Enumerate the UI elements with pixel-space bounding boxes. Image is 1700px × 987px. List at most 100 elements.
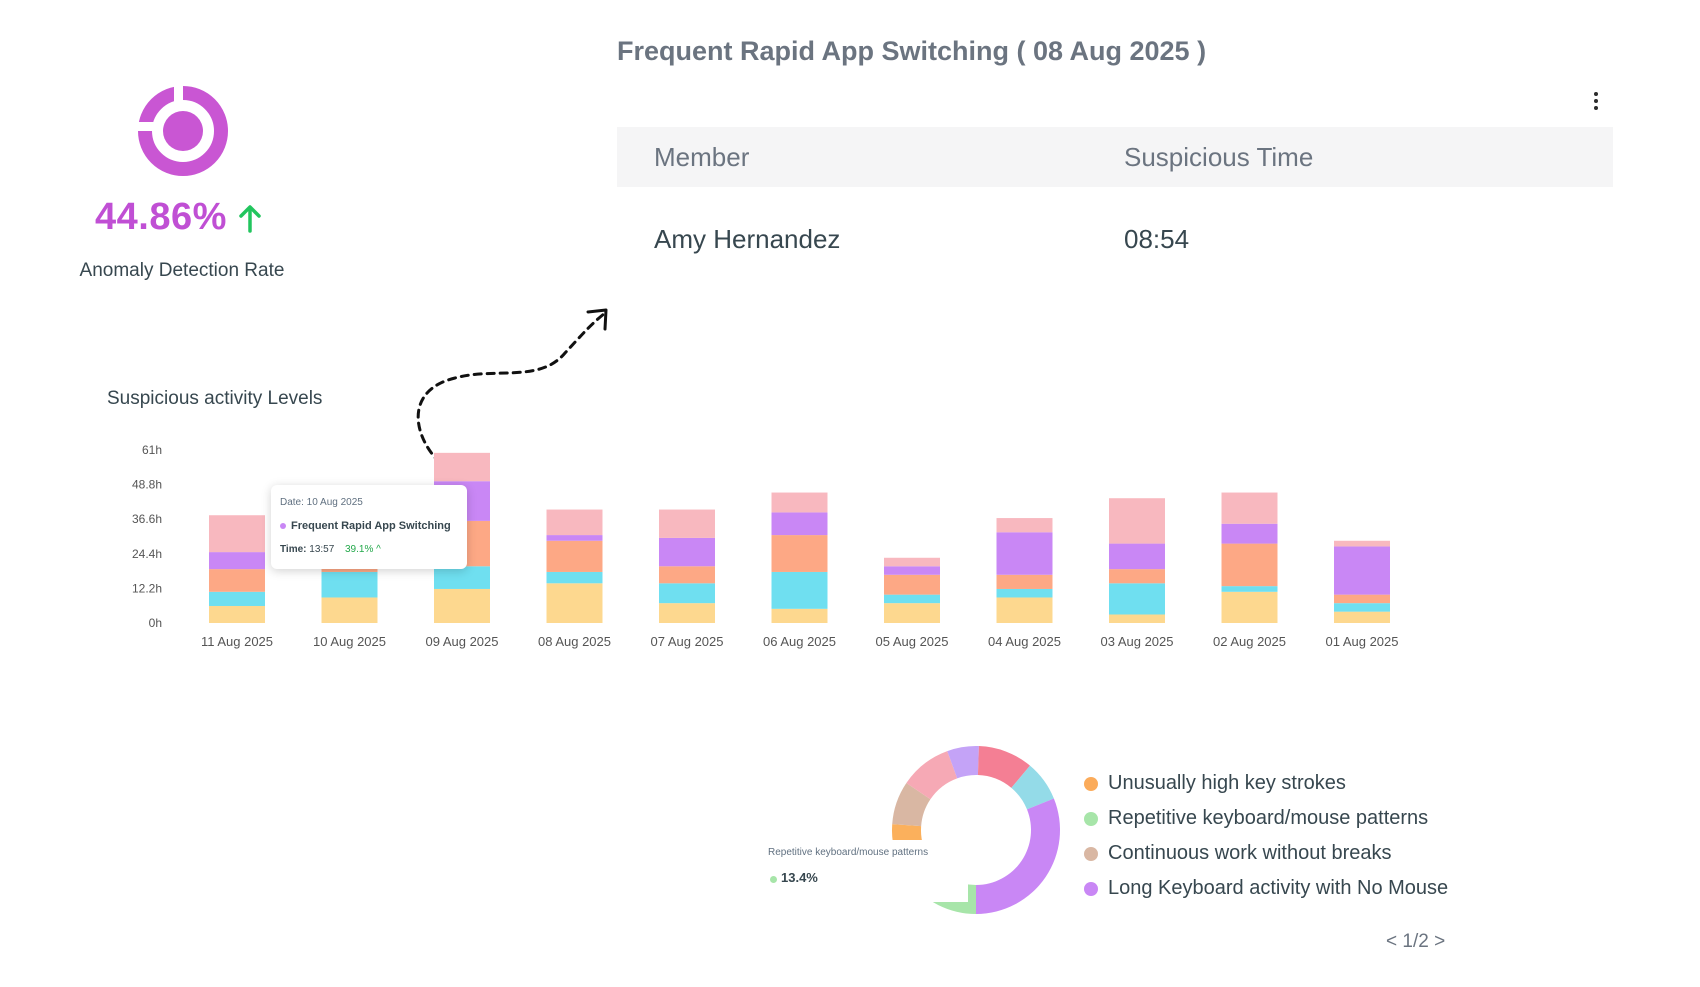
x-tick-label: 08 Aug 2025: [538, 634, 611, 649]
legend-label: Repetitive keyboard/mouse patterns: [1108, 807, 1429, 829]
bar-segment[interactable]: [209, 605, 265, 623]
tooltip-time: Time: 13:57: [280, 544, 335, 555]
bar-segment[interactable]: [1109, 614, 1165, 623]
donut-tooltip-value: 13.4%: [781, 870, 818, 885]
tooltip-series-name: Frequent Rapid App Switching: [291, 520, 451, 532]
bar-segment[interactable]: [1221, 523, 1278, 544]
x-tick-label: 01 Aug 2025: [1325, 634, 1398, 649]
arrow-up-icon: [239, 204, 261, 233]
bar-segment[interactable]: [884, 574, 940, 595]
bar-segment[interactable]: [1334, 594, 1390, 604]
x-tick-label: 05 Aug 2025: [875, 634, 948, 649]
bar-segment[interactable]: [771, 492, 828, 513]
bar-segment[interactable]: [996, 574, 1053, 589]
donut-slice[interactable]: [976, 798, 1060, 914]
x-tick-label: 11 Aug 2025: [201, 634, 273, 649]
bar-segment[interactable]: [209, 552, 265, 570]
kpi-value: 44.86%: [95, 196, 227, 238]
bar-segment[interactable]: [1221, 492, 1278, 524]
table-row[interactable]: Amy Hernandez 08:54: [617, 206, 1613, 268]
column-header-suspicious-time: Suspicious Time: [1124, 142, 1314, 172]
y-tick-label: 48.8h: [132, 478, 162, 492]
bar-segment[interactable]: [1109, 583, 1165, 615]
column-header-member: Member: [654, 142, 750, 172]
x-tick-label: 10 Aug 2025: [313, 634, 386, 649]
bar-segment[interactable]: [1334, 603, 1390, 612]
table-header: Member Suspicious Time: [617, 127, 1613, 187]
bar-segment[interactable]: [434, 588, 490, 623]
bar-segment[interactable]: [996, 588, 1053, 598]
donut-slice[interactable]: [892, 783, 931, 827]
bar-segment[interactable]: [771, 535, 828, 572]
bar-segment[interactable]: [659, 566, 715, 584]
bar-segment[interactable]: [1109, 543, 1165, 570]
legend-dot: [1084, 881, 1098, 896]
bar-segment[interactable]: [434, 566, 490, 589]
donut-slice[interactable]: [1011, 765, 1054, 810]
bar-segment[interactable]: [659, 583, 715, 604]
bar-segment[interactable]: [1109, 498, 1165, 544]
bar-segment[interactable]: [546, 535, 603, 541]
bar-segment[interactable]: [321, 571, 378, 598]
x-tick-label: 02 Aug 2025: [1213, 634, 1286, 649]
bar-segment[interactable]: [771, 571, 828, 609]
bar-segment[interactable]: [546, 540, 603, 572]
annotation-arrow: [416, 308, 608, 465]
bar-segment[interactable]: [1221, 543, 1278, 587]
donut-slice[interactable]: [977, 746, 1030, 788]
x-tick-label: 04 Aug 2025: [988, 634, 1061, 649]
bar-segment[interactable]: [546, 583, 603, 623]
suspicious-time-cell: 08:54: [1124, 224, 1190, 254]
more-menu-button[interactable]: [1584, 86, 1608, 116]
bar-segment[interactable]: [546, 509, 603, 536]
donut-tooltip-dot: [770, 876, 777, 883]
bar-segment[interactable]: [996, 532, 1053, 575]
bar-segment[interactable]: [659, 537, 715, 567]
bar-segment[interactable]: [1109, 569, 1165, 584]
legend-item[interactable]: Unusually high key strokes: [1084, 766, 1448, 801]
bar-segment[interactable]: [659, 603, 715, 623]
legend-item[interactable]: Continuous work without breaks: [1084, 836, 1448, 871]
bar-segment[interactable]: [1221, 586, 1278, 592]
bar-segment[interactable]: [209, 569, 265, 592]
y-tick-label: 61h: [142, 443, 162, 457]
pagination[interactable]: < 1/2 >: [1386, 931, 1446, 952]
legend-item[interactable]: Long Keyboard activity with No Mouse: [1084, 871, 1448, 906]
bar-segment[interactable]: [659, 509, 715, 538]
chart-title: Suspicious activity Levels: [107, 388, 323, 409]
bar-segment[interactable]: [1221, 591, 1278, 623]
bar-segment[interactable]: [546, 571, 603, 584]
legend-item[interactable]: Repetitive keyboard/mouse patterns: [1084, 801, 1448, 836]
donut-legend: Unusually high key strokes Repetitive ke…: [1084, 766, 1448, 906]
anomaly-donut-icon: [136, 84, 230, 178]
bar-segment[interactable]: [884, 557, 940, 567]
bar-segment[interactable]: [996, 518, 1053, 533]
y-tick-label: 36.6h: [132, 512, 162, 526]
suspicious-activity-bar-chart: 0h 12.2h 24.4h 36.6h 48.8h 61h 11 Aug 2025 10 A…: [132, 443, 1399, 649]
bar-segment[interactable]: [1334, 546, 1390, 595]
donut-slice[interactable]: [906, 751, 958, 800]
kpi-label: Anomaly Detection Rate: [79, 260, 285, 281]
x-tick-label: 09 Aug 2025: [425, 634, 498, 649]
bar-segment[interactable]: [884, 594, 940, 604]
x-tick-label: 03 Aug 2025: [1100, 634, 1173, 649]
bar-segment[interactable]: [1334, 611, 1390, 623]
bar-segment[interactable]: [1334, 540, 1390, 547]
bar-segment[interactable]: [209, 591, 265, 606]
donut-tooltip: Repetitive keyboard/mouse patterns 13.4%: [768, 840, 968, 902]
bar-segment[interactable]: [884, 566, 940, 575]
bar-segment[interactable]: [884, 603, 940, 623]
bar-segment[interactable]: [209, 515, 265, 553]
bar-segment[interactable]: [434, 452, 490, 482]
donut-tooltip-label: Repetitive keyboard/mouse patterns: [768, 847, 929, 858]
donut-slice[interactable]: [947, 746, 979, 779]
bar-segment[interactable]: [321, 597, 378, 623]
bar-tooltip: Date: 10 Aug 2025 Frequent Rapid App Swi…: [271, 485, 467, 569]
legend-dot: [1084, 846, 1098, 861]
legend-label: Long Keyboard activity with No Mouse: [1108, 877, 1449, 899]
bar-segment[interactable]: [996, 597, 1053, 623]
bar-segment[interactable]: [771, 512, 828, 536]
bar-segment[interactable]: [771, 608, 828, 623]
legend-label: Continuous work without breaks: [1108, 842, 1392, 864]
legend-label: Unusually high key strokes: [1108, 772, 1346, 794]
